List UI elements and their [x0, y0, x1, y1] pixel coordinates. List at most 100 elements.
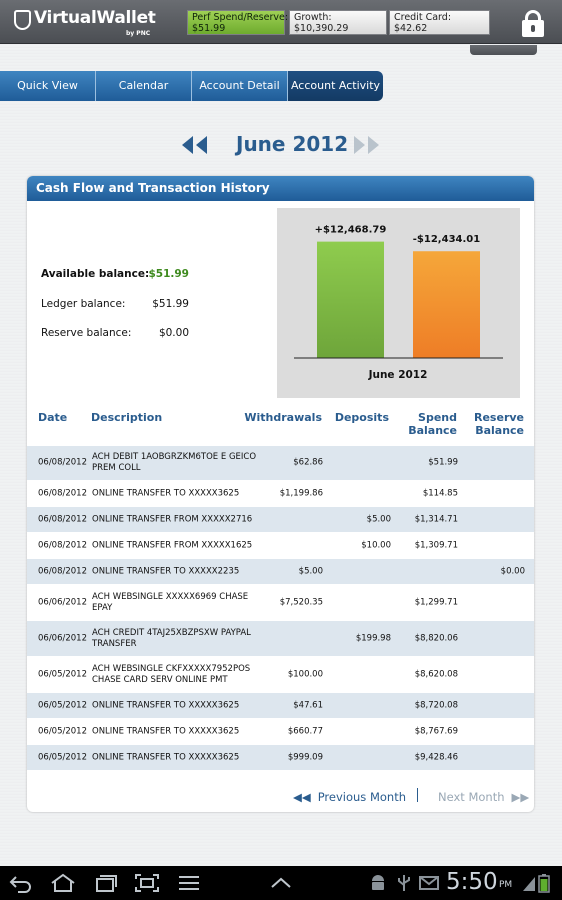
- cell-withdrawal: $660.77: [287, 726, 323, 736]
- available-balance-label: Available balance:: [41, 268, 150, 280]
- table-row[interactable]: 06/06/2012 ACH CREDIT 4TAJ25XBZPSXW PAYPA…: [27, 621, 534, 657]
- available-balance-value: $51.99: [148, 268, 189, 280]
- column-header-spend-balance[interactable]: Spend Balance: [408, 411, 457, 437]
- recent-apps-icon[interactable]: [92, 873, 118, 893]
- cell-spend-balance: $8,720.08: [414, 700, 458, 710]
- cell-date: 06/08/2012: [38, 540, 87, 550]
- pager-divider: [417, 788, 418, 802]
- cell-date: 06/08/2012: [38, 457, 87, 468]
- chevron-up-icon[interactable]: [268, 873, 294, 893]
- chart-data-label: -$12,434.01: [413, 234, 480, 245]
- cell-withdrawal: $999.09: [287, 752, 323, 762]
- cell-date: 06/06/2012: [38, 597, 87, 607]
- stat-label: Perf Spend/Reserve:: [192, 12, 289, 23]
- cell-description: ACH WEBSINGLE CKFXXXXX7952POS CHASE CARD…: [92, 663, 251, 685]
- table-row[interactable]: 06/05/2012 ONLINE TRANSFER TO XXXXX3625 $6…: [27, 719, 534, 745]
- clock-time[interactable]: 5:50: [446, 869, 498, 895]
- next-month-label: Next Month: [438, 790, 505, 804]
- cell-spend-balance: $8,620.08: [414, 669, 458, 679]
- panel-title: Cash Flow and Transaction History: [27, 176, 534, 201]
- chart-bar-inflow: [317, 241, 384, 358]
- stat-value: $51.99: [192, 23, 226, 34]
- cell-date: 06/08/2012: [38, 566, 87, 576]
- double-right-arrow-icon: ▶▶: [511, 790, 530, 804]
- reserve-balance-label: Reserve balance:: [41, 327, 132, 339]
- column-header-withdrawals[interactable]: Withdrawals: [244, 411, 322, 424]
- cell-date: 06/06/2012: [38, 633, 87, 643]
- cell-withdrawal: $1,199.86: [279, 488, 323, 498]
- perf-spend-reserve-balance[interactable]: Perf Spend/Reserve: $51.99: [187, 10, 289, 35]
- growth-balance[interactable]: Growth: $10,390.29: [289, 10, 387, 35]
- menu-icon[interactable]: [176, 873, 202, 893]
- cell-date: 06/05/2012: [38, 700, 87, 710]
- ledger-balance-value: $51.99: [152, 298, 189, 310]
- table-header: Date Description Withdrawals Deposits Sp…: [27, 411, 534, 445]
- tab-quick-view[interactable]: Quick View: [0, 71, 96, 101]
- cell-spend-balance: $114.85: [422, 488, 458, 498]
- previous-month-link[interactable]: ◀◀ Previous Month: [293, 790, 406, 804]
- cell-date: 06/05/2012: [38, 669, 87, 679]
- cell-date: 06/08/2012: [38, 488, 87, 498]
- stat-label: Growth:: [294, 12, 332, 23]
- tab-calendar[interactable]: Calendar: [96, 71, 192, 101]
- cell-withdrawal: $7,520.35: [279, 597, 323, 607]
- header-line: Reserve: [474, 411, 524, 424]
- next-month-link[interactable]: Next Month ▶▶: [438, 790, 529, 804]
- available-balance-row: Available balance: $51.99: [41, 268, 189, 280]
- clock-ampm: PM: [499, 880, 513, 890]
- column-header-description[interactable]: Description: [91, 411, 163, 424]
- cell-spend-balance: $51.99: [428, 457, 458, 468]
- cell-withdrawal: $100.00: [287, 669, 323, 679]
- cell-description: ONLINE TRANSFER FROM XXXXX2716: [92, 514, 253, 524]
- cash-flow-panel: Cash Flow and Transaction History Availa…: [27, 176, 534, 812]
- month-pager: ◀◀ Previous Month Next Month ▶▶: [27, 786, 534, 808]
- cell-description: ACH WEBSINGLE XXXXX6969 CHASE EPAY: [92, 591, 249, 613]
- table-row[interactable]: 06/06/2012 ACH WEBSINGLE XXXXX6969 CHASE …: [27, 585, 534, 621]
- back-icon[interactable]: [8, 873, 34, 893]
- table-row[interactable]: 06/08/2012 ONLINE TRANSFER FROM XXXXX2716…: [27, 507, 534, 533]
- credit-card-balance[interactable]: Credit Card: $42.62: [389, 10, 490, 35]
- home-icon[interactable]: [50, 873, 76, 893]
- table-row[interactable]: 06/05/2012 ONLINE TRANSFER TO XXXXX3625 $9…: [27, 745, 534, 771]
- table-row[interactable]: 06/05/2012 ONLINE TRANSFER TO XXXXX3625 $4…: [27, 693, 534, 719]
- previous-month-label: Previous Month: [317, 790, 407, 804]
- stat-value: $42.62: [394, 23, 428, 34]
- tab-account-detail[interactable]: Account Detail: [192, 71, 288, 101]
- double-right-arrow-icon[interactable]: [353, 136, 381, 154]
- system-navigation-bar: 5:50 PM: [0, 866, 562, 900]
- table-row[interactable]: 06/08/2012 ONLINE TRANSFER TO XXXXX2235 $5…: [27, 559, 534, 585]
- stat-value: $10,390.29: [294, 23, 349, 34]
- table-row[interactable]: 06/05/2012 ACH WEBSINGLE CKFXXXXX7952POS …: [27, 657, 534, 693]
- cell-deposit: $199.98: [355, 633, 391, 643]
- lock-icon[interactable]: [518, 8, 548, 38]
- screenshot-icon[interactable]: [134, 873, 160, 893]
- double-left-arrow-icon: ◀◀: [293, 790, 311, 804]
- cell-deposit: $10.00: [361, 540, 391, 550]
- column-header-reserve-balance[interactable]: Reserve Balance: [474, 411, 524, 437]
- cell-description: ONLINE TRANSFER FROM XXXXX1625: [92, 540, 253, 550]
- reserve-balance-row: Reserve balance: $0.00: [41, 327, 189, 339]
- top-bar: VirtualWallet by PNC Perf Spend/Reserve:…: [0, 0, 562, 44]
- cell-spend-balance: $9,428.46: [414, 752, 458, 762]
- cell-spend-balance: $8,767.69: [414, 726, 458, 736]
- main-tabs: Quick View Calendar Account Detail Accou…: [0, 71, 383, 101]
- header-line: Balance: [475, 424, 524, 437]
- cell-description: ONLINE TRANSFER TO XXXXX3625: [92, 700, 240, 710]
- cash-flow-chart: +$12,468.79 -$12,434.01 June 2012: [277, 208, 520, 398]
- column-header-deposits[interactable]: Deposits: [334, 411, 389, 424]
- table-row[interactable]: 06/08/2012 ACH DEBIT 1AOBGRZKM6TOE E GEIC…: [27, 446, 534, 481]
- double-left-arrow-icon[interactable]: [181, 136, 209, 154]
- tab-account-activity[interactable]: Account Activity: [288, 71, 383, 101]
- cell-date: 06/05/2012: [38, 726, 87, 736]
- logo-text: VirtualWallet: [34, 8, 156, 28]
- pull-down-handle[interactable]: [470, 45, 537, 55]
- table-row[interactable]: 06/08/2012 ONLINE TRANSFER FROM XXXXX1625…: [27, 533, 534, 559]
- cash-flow-chart-svg: +$12,468.79 -$12,434.01 June 2012: [294, 225, 503, 381]
- virtualwallet-logo: VirtualWallet by PNC: [14, 8, 156, 38]
- wallet-logo-icon: [14, 10, 31, 30]
- cell-spend-balance: $1,309.71: [414, 540, 458, 550]
- table-row[interactable]: 06/08/2012 ONLINE TRANSFER TO XXXXX3625 $1…: [27, 481, 534, 507]
- column-header-date[interactable]: Date: [38, 411, 68, 424]
- cell-description: ONLINE TRANSFER TO XXXXX3625: [92, 726, 240, 736]
- mail-notification-icon: [419, 876, 439, 890]
